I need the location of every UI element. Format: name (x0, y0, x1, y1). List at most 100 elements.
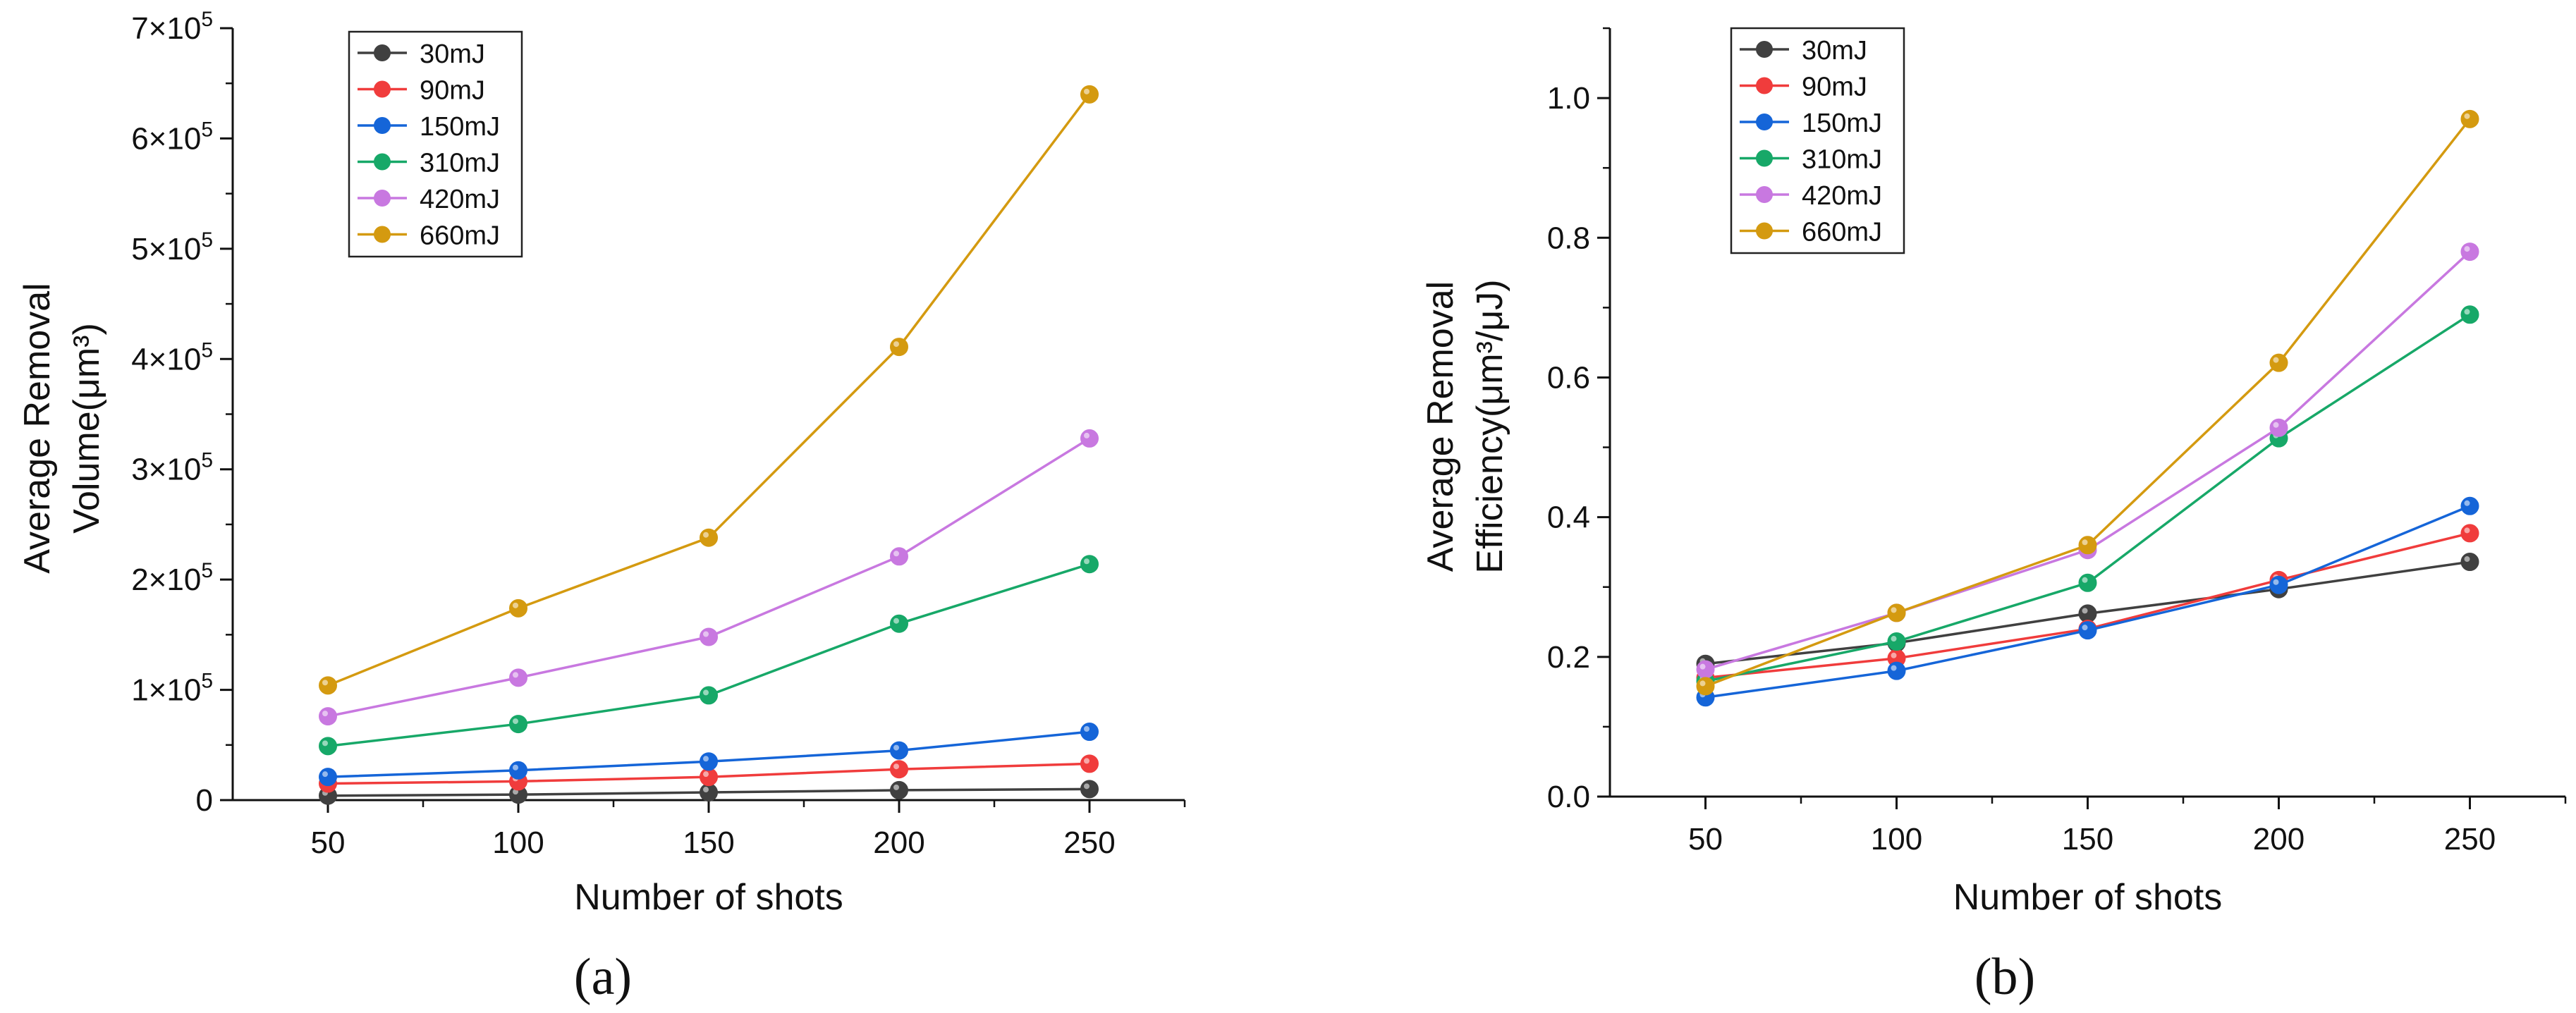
data-point (700, 528, 718, 547)
data-point (890, 614, 908, 633)
data-point-highlight (1891, 652, 1897, 658)
data-point (1080, 85, 1099, 104)
data-point-highlight (703, 631, 709, 637)
legend-swatch-marker (1756, 222, 1773, 240)
data-point-highlight (2464, 246, 2470, 252)
data-point-highlight (2273, 357, 2279, 363)
data-point (1887, 632, 1906, 651)
legend: 30mJ 90mJ 150mJ 310mJ 420mJ 660mJ (348, 30, 523, 258)
data-point-highlight (2273, 579, 2279, 585)
data-point (509, 715, 527, 734)
legend-swatch-marker (374, 80, 391, 98)
data-point-highlight (2464, 527, 2470, 534)
data-point (2269, 353, 2288, 372)
y-tick-mantissa: 7×10 (131, 11, 201, 46)
data-point-highlight (322, 680, 328, 686)
data-point (2269, 418, 2288, 437)
legend-entry-label: 420mJ (1802, 181, 1882, 211)
legend-entry-label: 90mJ (1802, 73, 1867, 102)
legend-swatch-marker (1756, 149, 1773, 167)
x-tick-label: 50 (1688, 822, 1723, 857)
data-point-highlight (1084, 783, 1089, 790)
data-point (890, 547, 908, 566)
y-tick-label: 0.4 (1547, 501, 1590, 535)
y-tick-label: 1×105 (131, 670, 213, 708)
data-point-highlight (322, 711, 328, 717)
series-150mJ (1696, 496, 2479, 707)
panel-label: (b) (1974, 948, 2035, 1006)
legend-swatch-marker (374, 153, 391, 171)
legend-entry-label: 150mJ (1802, 109, 1882, 138)
legend-swatch-marker (1756, 41, 1773, 58)
data-point (2078, 536, 2097, 555)
legend-swatch-marker (1756, 113, 1773, 130)
y-tick-mantissa: 1×10 (131, 673, 201, 708)
y-tick-label: 0.8 (1547, 221, 1590, 255)
y-tick-mantissa: 0.4 (1547, 501, 1590, 535)
legend-entry-label: 30mJ (420, 39, 485, 69)
data-point (1887, 603, 1906, 622)
data-point-highlight (1084, 558, 1089, 565)
data-point (509, 761, 527, 780)
data-point-highlight (1891, 607, 1897, 613)
data-point-highlight (703, 532, 709, 538)
data-point (2460, 305, 2479, 324)
data-point-highlight (1084, 432, 1089, 438)
data-point (1080, 754, 1099, 773)
series-line (327, 563, 1090, 748)
y-tick-exponent: 5 (201, 449, 213, 472)
data-point (2078, 604, 2097, 623)
data-point (700, 686, 718, 705)
data-point (1696, 677, 1715, 696)
data-point (890, 338, 908, 357)
data-point (1080, 429, 1099, 448)
legend: 30mJ 90mJ 150mJ 310mJ 420mJ 660mJ (1730, 27, 1905, 254)
y-tick-mantissa: 6×10 (131, 121, 201, 156)
legend-swatch-marker (374, 226, 391, 243)
data-point-highlight (322, 740, 328, 747)
data-point (2269, 575, 2288, 594)
data-point (2460, 553, 2479, 572)
x-tick-label: 100 (492, 825, 544, 860)
legend-box (348, 30, 523, 258)
data-point-highlight (893, 763, 899, 770)
data-point (700, 627, 718, 646)
x-tick-label: 100 (1871, 822, 1922, 857)
y-tick-mantissa: 0.0 (1547, 780, 1590, 814)
y-tick-label: 4×105 (131, 338, 213, 376)
data-point (319, 768, 337, 787)
x-axis-label: Number of shots (574, 877, 843, 918)
data-point (1080, 723, 1099, 742)
y-tick-label: 0.6 (1547, 360, 1590, 395)
y-tick-exponent: 5 (201, 228, 213, 252)
legend-swatch-marker (374, 190, 391, 207)
y-tick-mantissa: 2×10 (131, 563, 201, 597)
y-tick-label: 1.0 (1547, 81, 1590, 116)
data-point-highlight (2464, 309, 2470, 315)
y-tick-mantissa: 0.6 (1547, 360, 1590, 395)
legend-swatch-marker (374, 44, 391, 61)
y-tick-mantissa: 0.8 (1547, 221, 1590, 255)
legend-swatch-marker (374, 117, 391, 134)
x-tick-label: 50 (311, 825, 346, 860)
y-tick-exponent: 5 (201, 670, 213, 693)
data-point (700, 768, 718, 787)
data-point-highlight (513, 672, 518, 678)
data-point (2078, 621, 2097, 640)
data-point (2460, 524, 2479, 543)
y-axis-label-line2: Volume(μm³) (66, 323, 107, 534)
y-axis-label-line1: Average Removal (1420, 281, 1461, 572)
y-tick-exponent: 5 (201, 338, 213, 362)
data-point-highlight (1699, 680, 1706, 687)
data-point (890, 760, 908, 779)
x-tick-label: 250 (2444, 822, 2496, 857)
data-point-highlight (703, 756, 709, 762)
data-point (2460, 242, 2479, 262)
y-tick-label: 7×105 (131, 8, 213, 46)
y-tick-exponent: 5 (201, 559, 213, 582)
data-point-highlight (1699, 663, 1706, 670)
y-tick-mantissa: 1.0 (1547, 81, 1590, 116)
x-tick-label: 200 (873, 825, 924, 860)
data-point (700, 783, 718, 802)
